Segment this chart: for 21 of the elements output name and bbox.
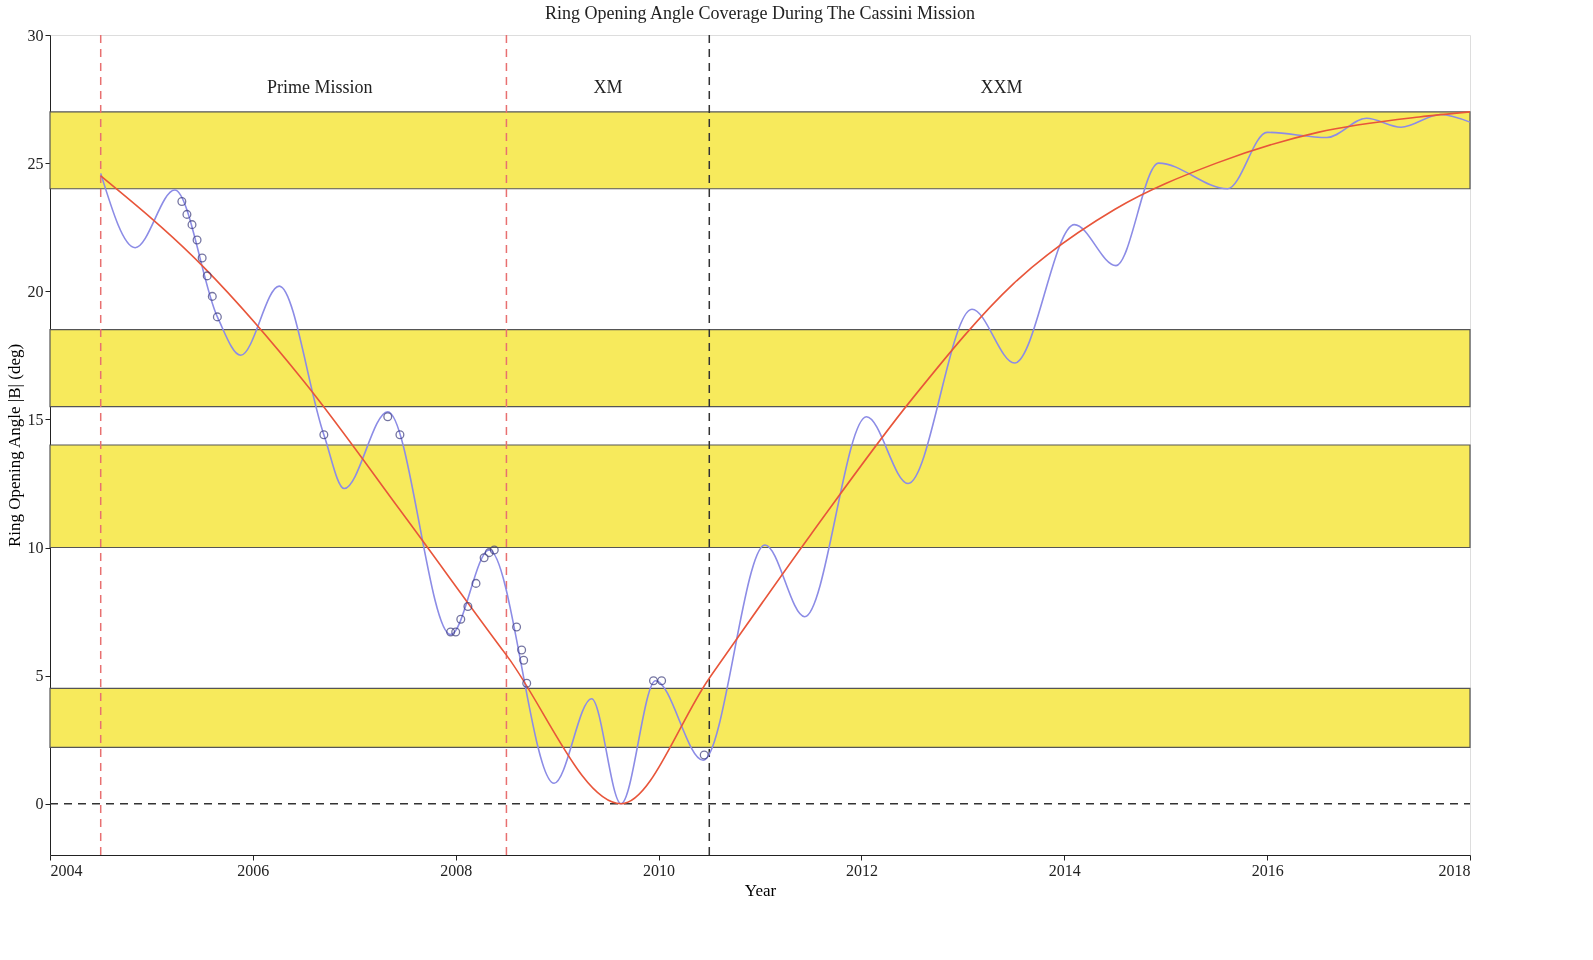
x-tick-label: 2014	[1048, 861, 1081, 879]
y-axis-title: Ring Opening Angle |B| (deg)	[4, 343, 24, 548]
y-tick-label: 25	[27, 154, 44, 172]
x-tick-label: 2004	[50, 861, 83, 879]
y-tick-label: 5	[35, 667, 44, 685]
x-axis-title: Year	[744, 880, 777, 900]
x-tick-label: 2018	[1438, 861, 1471, 879]
x-tick-label: 2012	[845, 861, 878, 879]
annotation: XXM	[980, 77, 1023, 98]
y-tick-label: 0	[35, 795, 44, 813]
x-tick-label: 2010	[643, 861, 676, 879]
annotation: XM	[593, 77, 623, 98]
y-tick-label: 15	[27, 410, 44, 428]
y-tick-label: 20	[27, 282, 44, 300]
x-tick-label: 2008	[440, 861, 473, 879]
y-tick-label: 30	[27, 26, 44, 44]
y-tick-label: 10	[27, 539, 44, 556]
x-tick-label: 2016	[1251, 861, 1284, 879]
annotation: Prime Mission	[267, 77, 373, 98]
chart-title: Ring Opening Angle Coverage During The Cassini Mission	[544, 3, 976, 23]
x-tick-label: 2006	[237, 861, 270, 879]
